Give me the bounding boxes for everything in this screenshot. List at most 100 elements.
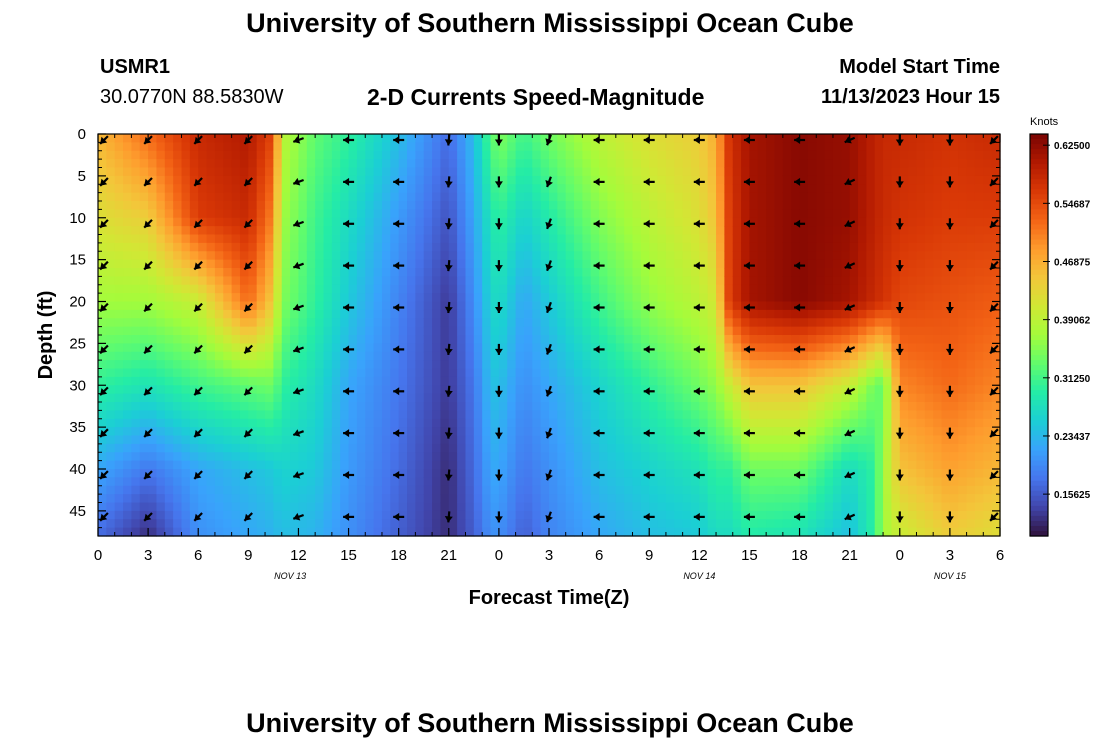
heat-cell [198, 519, 208, 529]
heat-cell [590, 460, 600, 470]
heat-cell [816, 360, 826, 370]
heat-cell [432, 318, 442, 328]
heat-cell [273, 209, 283, 219]
heat-cell [523, 201, 533, 210]
heat-cell [315, 301, 325, 311]
heat-cell [523, 368, 533, 378]
heat-cell [340, 360, 350, 370]
heat-cell [615, 368, 625, 378]
heat-cell [766, 385, 776, 395]
heat-cell [365, 477, 375, 487]
heat-cell [899, 301, 909, 311]
heat-cell [532, 519, 542, 529]
heat-cell [599, 452, 609, 462]
heat-cell [123, 460, 133, 470]
heat-cell [858, 410, 867, 420]
heat-cell [791, 159, 801, 169]
heat-cell [156, 318, 166, 328]
heat-cell [858, 494, 867, 504]
heat-cell [858, 485, 867, 495]
station-coordinates: 30.0770N 88.5830W [100, 86, 284, 108]
heat-cell [632, 142, 642, 152]
heat-cell [766, 293, 776, 303]
heat-cell [866, 527, 876, 537]
heat-cell [256, 159, 266, 169]
heat-cell [290, 134, 300, 143]
heat-cell [557, 435, 567, 445]
heat-cell [707, 309, 717, 319]
heat-cell [356, 477, 366, 487]
heat-cell [198, 460, 208, 470]
heat-cell [248, 402, 258, 411]
heat-cell [841, 418, 851, 428]
heat-cell [816, 167, 826, 177]
heat-cell [849, 376, 859, 386]
heat-cell [665, 460, 675, 470]
heat-cell [340, 276, 350, 286]
heat-cell [941, 259, 951, 269]
heat-cell [958, 234, 968, 244]
heat-cell [899, 242, 909, 252]
heat-cell [156, 276, 166, 286]
heat-cell [841, 393, 851, 403]
heat-cell [582, 276, 592, 286]
heat-cell [457, 351, 467, 361]
heat-cell [273, 201, 283, 210]
heat-cell [114, 318, 124, 328]
heat-cell [214, 159, 224, 169]
heat-cell [574, 376, 584, 386]
heat-cell [139, 343, 149, 353]
heat-cell [482, 418, 492, 428]
heat-cell [782, 293, 792, 303]
heat-cell [724, 519, 734, 529]
heat-cell [239, 443, 249, 453]
heat-cell [782, 242, 792, 252]
heat-cell [549, 259, 558, 269]
heat-cell [716, 209, 725, 219]
heat-cell [958, 326, 968, 336]
heat-cell [440, 167, 450, 177]
heat-cell [732, 284, 742, 294]
heat-cell [649, 385, 659, 395]
heat-cell [665, 393, 675, 403]
heat-cell [114, 284, 124, 294]
heat-cell [98, 502, 107, 512]
heat-cell [832, 293, 842, 303]
heat-cell [933, 335, 943, 344]
heat-cell [599, 217, 609, 227]
heat-cell [340, 134, 350, 143]
heat-cell [665, 268, 675, 277]
heat-cell [390, 284, 400, 294]
heat-cell [189, 385, 199, 395]
heat-cell [849, 527, 859, 537]
heat-cell [465, 134, 475, 143]
heat-cell [565, 184, 575, 194]
heat-cell [123, 452, 133, 462]
heat-cell [557, 167, 567, 177]
heat-cell [574, 443, 584, 453]
heat-cell [465, 452, 475, 462]
heat-cell [239, 268, 249, 277]
heat-cell [248, 301, 258, 311]
heat-cell [473, 217, 483, 227]
heat-cell [407, 494, 416, 504]
heat-cell [415, 259, 425, 269]
heat-cell [682, 134, 692, 143]
heat-cell [173, 477, 183, 487]
heat-cell [98, 368, 107, 378]
heat-cell [515, 167, 525, 177]
heat-cell [883, 410, 893, 420]
heat-cell [883, 435, 893, 445]
heat-cell [306, 209, 316, 219]
heat-cell [724, 510, 734, 520]
heat-cell [139, 242, 149, 252]
heat-cell [290, 242, 300, 252]
heat-cell [916, 301, 926, 311]
heat-cell [816, 368, 826, 378]
heat-cell [749, 469, 759, 478]
heat-cell [657, 502, 667, 512]
heat-cell [265, 209, 274, 219]
heat-cell [306, 402, 316, 411]
heat-cell [665, 309, 675, 319]
heat-cell [189, 134, 199, 143]
